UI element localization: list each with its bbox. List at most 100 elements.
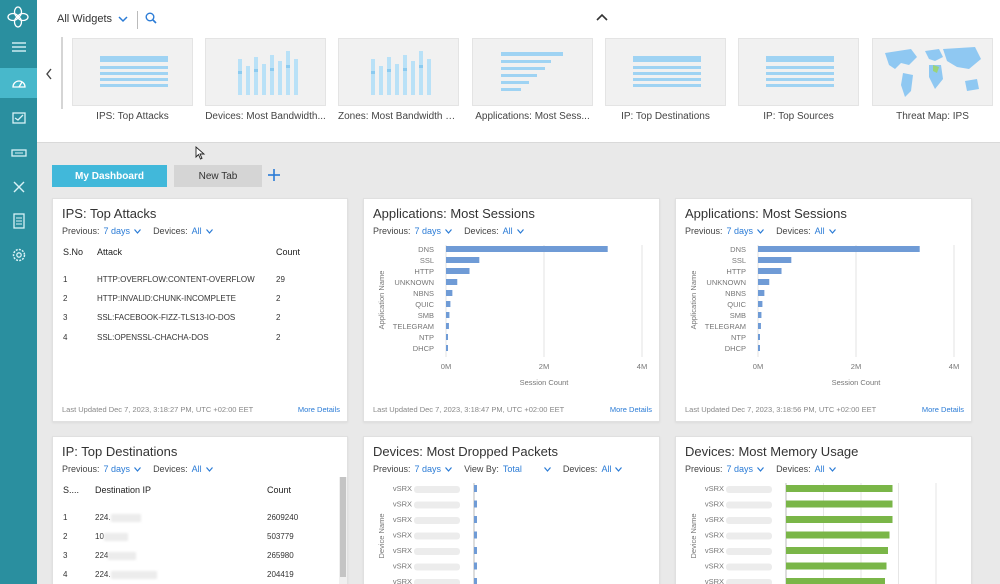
more-details-link[interactable]: More Details bbox=[609, 405, 652, 414]
redacted-block bbox=[414, 517, 460, 524]
days-dropdown[interactable]: 7 days bbox=[104, 464, 142, 474]
tools-nav-icon[interactable] bbox=[0, 172, 37, 202]
add-tab-icon[interactable] bbox=[266, 167, 282, 183]
y-axis-label: Application Name bbox=[377, 271, 386, 330]
devices-dropdown[interactable]: All bbox=[503, 226, 524, 236]
y-tick-label: vSRX bbox=[705, 484, 724, 493]
days-dropdown[interactable]: 7 days bbox=[727, 464, 765, 474]
sessions-bar-chart: 0M 2M 4M DNS SSL HTTP UNKNOWN NBNS QUIC SMB TELEGR… bbox=[377, 245, 647, 387]
monitor-nav-icon[interactable] bbox=[0, 103, 37, 133]
chevron-down-icon bbox=[828, 229, 836, 235]
more-details-link[interactable]: More Details bbox=[921, 405, 964, 414]
y-tick-label: vSRX bbox=[393, 562, 412, 571]
bar bbox=[758, 312, 762, 318]
filter-label: Previous: bbox=[62, 464, 100, 474]
widget-card-ips-top-attacks[interactable] bbox=[72, 38, 193, 106]
days-dropdown[interactable]: 7 days bbox=[727, 226, 765, 236]
table-cell: 2 bbox=[63, 294, 68, 303]
bar bbox=[446, 323, 449, 329]
devices-dropdown[interactable]: All bbox=[192, 226, 213, 236]
scrollbar-track[interactable] bbox=[339, 477, 347, 584]
y-tick-label: SSL bbox=[420, 256, 434, 265]
table-cell: 224 bbox=[95, 551, 137, 560]
tab-new-tab[interactable]: New Tab bbox=[174, 165, 262, 187]
chevron-down-icon bbox=[757, 467, 765, 473]
y-tick-label: DHCP bbox=[413, 344, 434, 353]
divider bbox=[137, 11, 138, 29]
chevron-down-icon bbox=[445, 229, 453, 235]
y-tick-label: HTTP bbox=[726, 267, 746, 276]
table-cell: 2 bbox=[276, 294, 281, 303]
widget-filters: Previous: 7 days Devices: All bbox=[62, 464, 213, 474]
more-details-link[interactable]: More Details bbox=[297, 405, 340, 414]
redacted-block bbox=[414, 501, 460, 509]
view-by-dropdown[interactable]: Total bbox=[503, 464, 551, 474]
bar bbox=[758, 246, 920, 252]
devices-dropdown[interactable]: All bbox=[601, 464, 623, 474]
days-dropdown[interactable]: 7 days bbox=[415, 464, 453, 474]
y-tick-label: vSRX bbox=[705, 562, 724, 571]
table-cell: 2 bbox=[63, 532, 68, 541]
bar bbox=[474, 485, 477, 492]
widget-card-label: IP: Top Destinations bbox=[621, 111, 710, 122]
widget-card-label: IP: Top Sources bbox=[763, 111, 834, 122]
table-cell: 4 bbox=[63, 333, 68, 342]
redacted-block bbox=[110, 570, 157, 579]
redacted-block bbox=[726, 548, 772, 555]
widget-card-label: Devices: Most Bandwidth... bbox=[205, 111, 326, 122]
widget-card-ip-top-destinations[interactable] bbox=[605, 38, 726, 106]
bar bbox=[758, 257, 792, 263]
reports-nav-icon[interactable] bbox=[0, 206, 37, 236]
app-logo-icon bbox=[7, 6, 29, 28]
filter-label: Devices: bbox=[464, 226, 499, 236]
chevron-down-icon bbox=[615, 467, 623, 473]
widget-card-label: Zones: Most Bandwidth B... bbox=[338, 111, 459, 122]
table-cell: HTTP:OVERFLOW:CONTENT-OVERFLOW bbox=[97, 275, 255, 284]
search-icon[interactable] bbox=[145, 12, 157, 24]
bar bbox=[446, 312, 450, 318]
devices-nav-icon[interactable] bbox=[0, 138, 37, 168]
days-dropdown[interactable]: 7 days bbox=[415, 226, 453, 236]
x-axis-label: Session Count bbox=[832, 378, 882, 387]
filter-label: Devices: bbox=[562, 464, 598, 474]
bar bbox=[474, 562, 477, 570]
bar bbox=[474, 578, 477, 584]
redacted-block bbox=[726, 486, 772, 493]
chevron-up-icon[interactable] bbox=[595, 12, 609, 22]
table-cell: HTTP:INVALID:CHUNK-INCOMPLETE bbox=[97, 294, 236, 303]
redacted-block bbox=[726, 579, 772, 584]
bar bbox=[758, 323, 761, 329]
widget-card-threat-map[interactable] bbox=[872, 38, 993, 106]
chevron-down-icon bbox=[134, 229, 142, 235]
dashboard-nav-icon[interactable] bbox=[0, 68, 37, 98]
redacted-block bbox=[110, 513, 141, 522]
tab-my-dashboard[interactable]: My Dashboard bbox=[52, 165, 167, 187]
widget-card-applications-sessions[interactable] bbox=[472, 38, 593, 106]
redacted-block bbox=[414, 563, 460, 571]
y-tick-label: vSRX bbox=[393, 577, 412, 584]
devices-dropdown[interactable]: All bbox=[815, 226, 836, 236]
widget-card-ip-top-sources[interactable] bbox=[738, 38, 859, 106]
widget-card-zones-bandwidth[interactable] bbox=[338, 38, 459, 106]
devices-dropdown[interactable]: All bbox=[192, 464, 213, 474]
hbar-chart-icon bbox=[501, 52, 563, 91]
divider bbox=[61, 37, 63, 109]
settings-nav-icon[interactable] bbox=[0, 240, 37, 270]
dropped-packets-chart: vSRX vSRX vSRX vSRX vSRX vSRX vSRX Device Name bbox=[377, 483, 477, 584]
devices-dropdown[interactable]: All bbox=[815, 464, 836, 474]
widget-card-devices-bandwidth[interactable] bbox=[205, 38, 326, 106]
y-tick-label: NTP bbox=[731, 333, 746, 342]
y-tick-label: DNS bbox=[730, 245, 746, 254]
widget-filter-dropdown[interactable]: All Widgets bbox=[57, 13, 128, 25]
bar bbox=[474, 547, 477, 554]
x-tick-label: 2M bbox=[539, 362, 549, 371]
bar bbox=[786, 578, 885, 584]
bar bbox=[446, 279, 458, 285]
scrollbar-thumb[interactable] bbox=[340, 477, 346, 577]
redacted-block bbox=[414, 548, 460, 555]
menu-icon[interactable] bbox=[0, 32, 37, 62]
bar bbox=[474, 531, 477, 539]
chevron-left-icon[interactable] bbox=[45, 68, 53, 80]
filter-label: Previous: bbox=[685, 464, 723, 474]
days-dropdown[interactable]: 7 days bbox=[104, 226, 142, 236]
